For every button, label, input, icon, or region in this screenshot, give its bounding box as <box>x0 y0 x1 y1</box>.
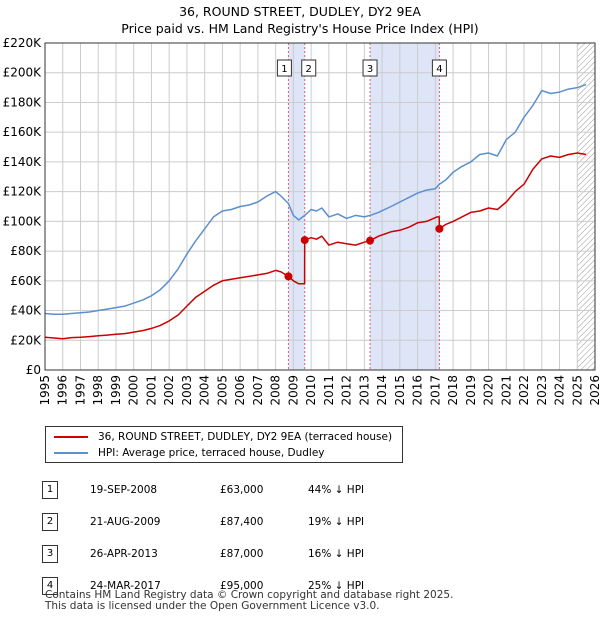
price-chart: 1 2 3 4 £0 £20K £40K £60K £80K £100K £120K £140K £1… <box>3 36 600 406</box>
sale-marker-box <box>362 59 378 77</box>
x-tick-label: 2017 <box>428 375 442 406</box>
y-tick-label: £100K <box>3 214 43 228</box>
x-tick-label: 2016 <box>411 375 425 406</box>
sale-point <box>366 236 375 245</box>
x-tick-label: 2014 <box>375 375 389 406</box>
legend-red-swatch <box>54 436 88 438</box>
sales-table: 1 19-SEP-2008 £63,000 44% ↓ HPI 2 21-AUG… <box>42 474 364 602</box>
sale-price: £63,000 <box>220 484 264 496</box>
y-tick-label: £20K <box>10 333 42 347</box>
x-tick-label: 2024 <box>553 375 567 406</box>
sale-marker-label: 1 <box>281 64 287 75</box>
sale-marker-label: 4 <box>436 64 442 75</box>
footer-copyright: Contains HM Land Registry data © Crown c… <box>45 589 454 601</box>
sale-marker-box <box>276 59 292 77</box>
x-tick-label: 1999 <box>109 375 123 406</box>
x-tick-label: 2023 <box>535 375 549 406</box>
plot-frame <box>44 42 596 371</box>
sale-date: 24-MAR-2017 <box>90 580 161 592</box>
sale-hpi-diff: 25% ↓ HPI <box>308 580 365 592</box>
sale-hpi-diff: 44% ↓ HPI <box>308 484 365 496</box>
x-tick-label: 2012 <box>340 375 354 406</box>
table-row: 4 24-MAR-2017 £95,000 25% ↓ HPI <box>42 570 364 602</box>
table-row: 3 26-APR-2013 £87,000 16% ↓ HPI <box>42 538 364 570</box>
sale-marker-label: 2 <box>306 64 312 75</box>
x-tick-label: 2002 <box>162 375 176 406</box>
x-tick-label: 2000 <box>127 375 141 406</box>
sale-date: 26-APR-2013 <box>90 548 158 560</box>
sale-point <box>284 272 293 281</box>
y-tick-label: £180K <box>3 95 43 109</box>
x-tick-label: 2006 <box>233 375 247 406</box>
legend-blue-label: HPI: Average price, terraced house, Dudl… <box>98 447 325 459</box>
hpi-line <box>44 83 587 316</box>
sale-number-box: 4 <box>42 577 58 595</box>
table-row: 2 21-AUG-2009 £87,400 19% ↓ HPI <box>42 506 364 538</box>
legend-blue-swatch <box>54 452 88 454</box>
hatched-region <box>577 43 595 370</box>
y-tick-label: £0 <box>26 363 41 377</box>
x-tick-label: 2025 <box>570 375 584 406</box>
sale-date: 21-AUG-2009 <box>90 516 161 528</box>
footer-license: This data is licensed under the Open Gov… <box>45 600 380 612</box>
shaded-range <box>370 43 440 370</box>
x-tick-label: 2026 <box>588 375 600 406</box>
x-tick-label: 2005 <box>215 375 229 406</box>
table-row: 1 19-SEP-2008 £63,000 44% ↓ HPI <box>42 474 364 506</box>
sale-hpi-diff: 16% ↓ HPI <box>308 548 365 560</box>
sale-point <box>300 236 309 245</box>
sale-marker-box <box>301 59 317 77</box>
x-tick-label: 2018 <box>446 375 460 406</box>
x-tick-label: 2022 <box>517 375 531 406</box>
x-tick-label: 2003 <box>180 375 194 406</box>
x-tick-label: 2015 <box>393 375 407 406</box>
y-tick-label: £220K <box>3 36 43 50</box>
sale-number-box: 3 <box>42 545 58 563</box>
x-tick-label: 2011 <box>322 375 336 406</box>
footer: Contains HM Land Registry data © Crown c… <box>45 590 453 612</box>
sale-price: £87,000 <box>220 548 264 560</box>
x-tick-label: 2009 <box>286 375 300 406</box>
x-tick-label: 2008 <box>269 375 283 406</box>
plot-background <box>45 43 595 370</box>
y-tick-label: £80K <box>10 244 42 258</box>
shaded-range <box>288 43 305 370</box>
chart-title: 36, ROUND STREET, DUDLEY, DY2 9EA <box>179 4 421 19</box>
x-tick-label: 2010 <box>304 375 318 406</box>
x-tick-label: 2020 <box>482 375 496 406</box>
x-tick-label: 1998 <box>91 375 105 406</box>
x-tick-label: 2007 <box>251 375 265 406</box>
x-tick-label: 2001 <box>144 375 158 406</box>
x-tick-label: 2013 <box>357 375 371 406</box>
sale-number-box: 1 <box>42 481 58 499</box>
x-tick-label: 2019 <box>464 375 478 406</box>
y-tick-label: £40K <box>10 304 42 318</box>
sale-price: £87,400 <box>220 516 264 528</box>
x-tick-label: 1997 <box>73 375 87 406</box>
x-tick-label: 2021 <box>499 375 513 406</box>
sale-date: 19-SEP-2008 <box>90 484 158 496</box>
x-tick-label: 1996 <box>56 375 70 406</box>
y-tick-label: £60K <box>10 274 42 288</box>
sale-marker-box <box>431 59 447 77</box>
y-tick-label: £200K <box>3 66 43 80</box>
sale-hpi-diff: 19% ↓ HPI <box>308 516 365 528</box>
legend-red-label: 36, ROUND STREET, DUDLEY, DY2 9EA (terra… <box>98 431 393 443</box>
chart-subtitle: Price paid vs. HM Land Registry's House … <box>121 21 479 36</box>
sale-number-box: 2 <box>42 513 58 531</box>
y-tick-label: £120K <box>3 185 43 199</box>
sale-marker-label: 3 <box>367 64 373 75</box>
y-tick-label: £160K <box>3 125 43 139</box>
sale-point <box>435 224 444 233</box>
x-tick-label: 2004 <box>198 375 212 406</box>
legend: 36, ROUND STREET, DUDLEY, DY2 9EA (terra… <box>45 426 403 463</box>
sale-price: £95,000 <box>220 580 264 592</box>
x-tick-label: 1995 <box>38 375 52 406</box>
y-tick-label: £140K <box>3 155 43 169</box>
price-paid-line <box>44 152 587 340</box>
